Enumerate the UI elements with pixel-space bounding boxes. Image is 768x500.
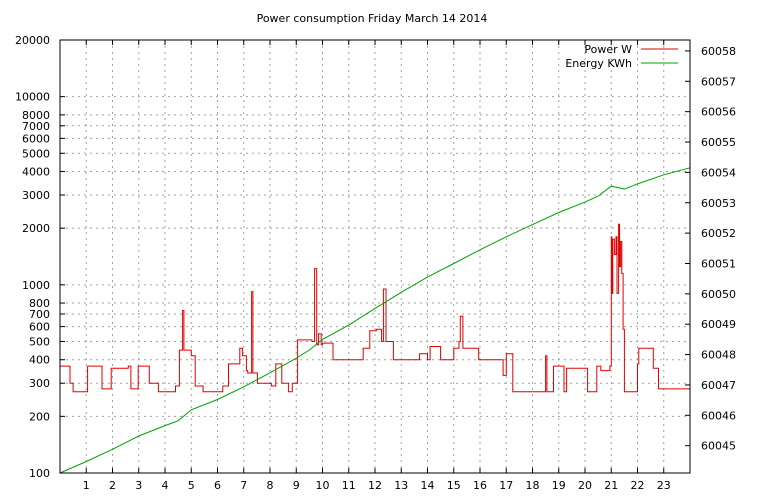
- y-right-tick-label: 60045: [701, 440, 736, 453]
- y-right-tick-label: 60051: [701, 257, 736, 270]
- x-tick-label: 2: [109, 479, 116, 492]
- y-left-tick-label: 300: [29, 377, 50, 390]
- y-right-tick-label: 60047: [701, 379, 736, 392]
- x-tick-label: 7: [240, 479, 247, 492]
- legend-label-power: Power W: [584, 43, 632, 56]
- x-tick-label: 22: [631, 479, 645, 492]
- x-tick-label: 6: [214, 479, 221, 492]
- y-left-tick-label: 20000: [15, 34, 50, 47]
- x-tick-label: 14: [421, 479, 435, 492]
- y-right-tick-label: 60049: [701, 318, 736, 331]
- x-tick-label: 4: [162, 479, 169, 492]
- y-left-tick-label: 6000: [22, 132, 50, 145]
- x-tick-label: 9: [293, 479, 300, 492]
- y-left-tick-label: 500: [29, 335, 50, 348]
- y-left-tick-label: 1000: [22, 279, 50, 292]
- x-tick-label: 11: [342, 479, 356, 492]
- x-tick-label: 16: [473, 479, 487, 492]
- x-tick-label: 21: [604, 479, 618, 492]
- y-left-tick-label: 100: [29, 467, 50, 480]
- y-right-tick-label: 60048: [701, 349, 736, 362]
- x-tick-label: 1: [83, 479, 90, 492]
- y-left-tick-label: 2000: [22, 222, 50, 235]
- x-tick-label: 20: [578, 479, 592, 492]
- x-tick-label: 5: [188, 479, 195, 492]
- y-right-tick-label: 60054: [701, 166, 736, 179]
- legend-label-energy: Energy KWh: [565, 57, 632, 70]
- x-tick-label: 8: [267, 479, 274, 492]
- power-series-line: [60, 223, 690, 393]
- x-tick-label: 23: [657, 479, 671, 492]
- y-right-tick-label: 60058: [701, 45, 736, 58]
- x-tick-label: 17: [499, 479, 513, 492]
- y-left-tick-label: 4000: [22, 166, 50, 179]
- y-right-tick-label: 60050: [701, 288, 736, 301]
- y-left-tick-label: 3000: [22, 189, 50, 202]
- y-left-tick-label: 10000: [15, 91, 50, 104]
- x-tick-label: 10: [316, 479, 330, 492]
- x-tick-label: 19: [552, 479, 566, 492]
- y-left-tick-label: 800: [29, 297, 50, 310]
- x-tick-label: 13: [394, 479, 408, 492]
- y-left-tick-label: 5000: [22, 147, 50, 160]
- x-tick-label: 3: [135, 479, 142, 492]
- y-right-tick-label: 60052: [701, 227, 736, 240]
- y-right-tick-label: 60055: [701, 136, 736, 149]
- grid: [60, 40, 690, 473]
- series-lines: [59, 167, 691, 474]
- legend: Power W Energy KWh: [565, 43, 678, 70]
- x-tick-label: 15: [447, 479, 461, 492]
- y-left-tick-label: 400: [29, 354, 50, 367]
- y-left-tick-label: 7000: [22, 120, 50, 133]
- y-right-tick-label: 60057: [701, 75, 736, 88]
- y-left-tick-label: 200: [29, 410, 50, 423]
- x-tick-label: 12: [368, 479, 382, 492]
- chart-title: Power consumption Friday March 14 2014: [257, 12, 488, 25]
- y-left-tick-label: 600: [29, 321, 50, 334]
- y-right-tick-label: 60056: [701, 106, 736, 119]
- energy-series-line: [59, 167, 691, 474]
- y-right-tick-label: 60046: [701, 409, 736, 422]
- axes: 1 2 3 4 5 6 7 8 9 10 11 12 13 14 15 16 17 18 19 20 21 22 23100…: [15, 34, 736, 492]
- y-right-tick-label: 60053: [701, 197, 736, 210]
- y-left-tick-label: 8000: [22, 109, 50, 122]
- y-left-tick-label: 700: [29, 308, 50, 321]
- x-tick-label: 18: [526, 479, 540, 492]
